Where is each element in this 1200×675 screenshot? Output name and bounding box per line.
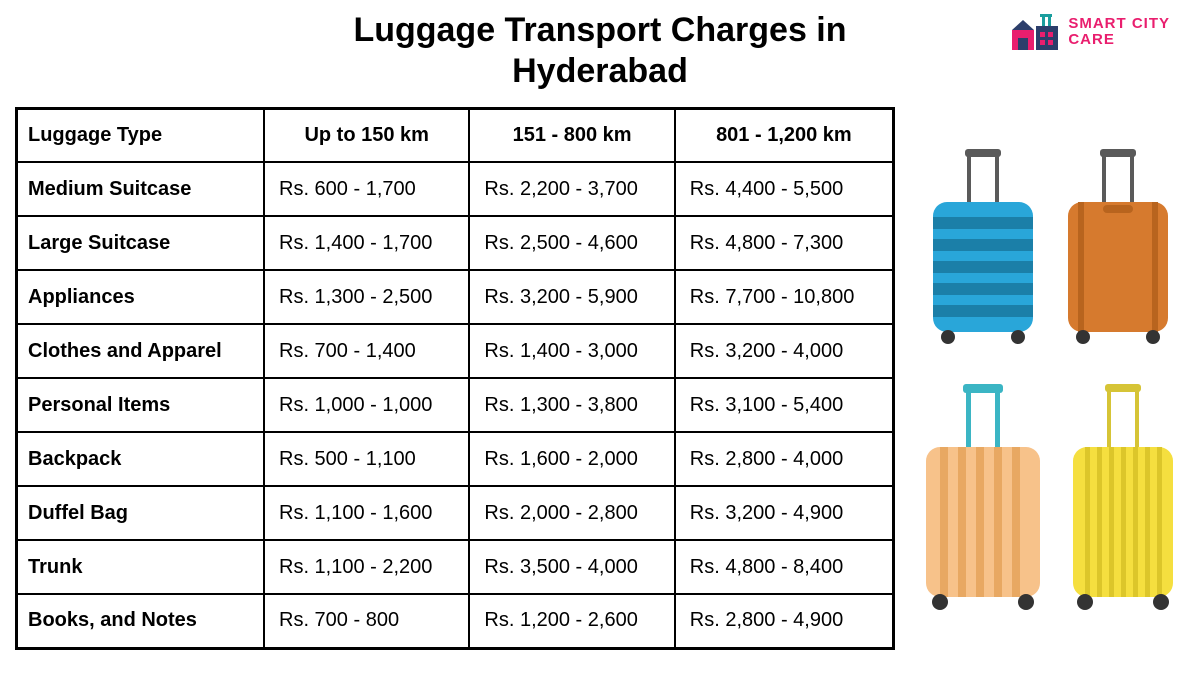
price-cell: Rs. 3,200 - 5,900	[469, 270, 674, 324]
luggage-type-cell: Books, and Notes	[17, 594, 265, 648]
table-row: Clothes and ApparelRs. 700 - 1,400Rs. 1,…	[17, 324, 894, 378]
price-cell: Rs. 700 - 1,400	[264, 324, 469, 378]
luggage-type-cell: Clothes and Apparel	[17, 324, 265, 378]
table-row: Duffel BagRs. 1,100 - 1,600Rs. 2,000 - 2…	[17, 486, 894, 540]
luggage-type-cell: Large Suitcase	[17, 216, 265, 270]
price-cell: Rs. 1,000 - 1,000	[264, 378, 469, 432]
price-cell: Rs. 3,500 - 4,000	[469, 540, 674, 594]
logo-text-line-1: SMART CITY	[1068, 15, 1170, 32]
table-row: Large SuitcaseRs. 1,400 - 1,700Rs. 2,500…	[17, 216, 894, 270]
pricing-table-container: Luggage Type Up to 150 km 151 - 800 km 8…	[15, 107, 895, 650]
logo-house-icon	[1010, 12, 1060, 52]
price-cell: Rs. 4,800 - 7,300	[675, 216, 894, 270]
luggage-type-cell: Appliances	[17, 270, 265, 324]
table-header-row: Luggage Type Up to 150 km 151 - 800 km 8…	[17, 108, 894, 162]
table-row: Personal ItemsRs. 1,000 - 1,000Rs. 1,300…	[17, 378, 894, 432]
table-row: AppliancesRs. 1,300 - 2,500Rs. 3,200 - 5…	[17, 270, 894, 324]
price-cell: Rs. 1,400 - 3,000	[469, 324, 674, 378]
price-cell: Rs. 1,600 - 2,000	[469, 432, 674, 486]
luggage-row-bottom	[915, 382, 1185, 617]
title-line-2: Hyderabad	[512, 52, 688, 90]
table-row: Books, and NotesRs. 700 - 800Rs. 1,200 -…	[17, 594, 894, 648]
price-cell: Rs. 500 - 1,100	[264, 432, 469, 486]
main-content: Luggage Type Up to 150 km 151 - 800 km 8…	[0, 107, 1200, 650]
price-cell: Rs. 1,300 - 2,500	[264, 270, 469, 324]
price-cell: Rs. 4,800 - 8,400	[675, 540, 894, 594]
price-cell: Rs. 700 - 800	[264, 594, 469, 648]
orange-suitcase-bottom-icon	[918, 382, 1048, 617]
table-row: TrunkRs. 1,100 - 2,200Rs. 3,500 - 4,000R…	[17, 540, 894, 594]
table-row: BackpackRs. 500 - 1,100Rs. 1,600 - 2,000…	[17, 432, 894, 486]
luggage-type-cell: Backpack	[17, 432, 265, 486]
luggage-type-cell: Trunk	[17, 540, 265, 594]
logo-text-line-2: CARE	[1068, 31, 1115, 48]
price-cell: Rs. 3,200 - 4,000	[675, 324, 894, 378]
price-cell: Rs. 2,800 - 4,000	[675, 432, 894, 486]
logo-text: SMART CITY CARE	[1068, 16, 1170, 49]
luggage-row-top	[915, 147, 1185, 352]
pricing-table: Luggage Type Up to 150 km 151 - 800 km 8…	[15, 107, 895, 650]
price-cell: Rs. 1,400 - 1,700	[264, 216, 469, 270]
col-upto-150km: Up to 150 km	[264, 108, 469, 162]
title-line-1: Luggage Transport Charges in	[353, 11, 846, 49]
price-cell: Rs. 2,200 - 3,700	[469, 162, 674, 216]
price-cell: Rs. 1,200 - 2,600	[469, 594, 674, 648]
luggage-type-cell: Duffel Bag	[17, 486, 265, 540]
yellow-suitcase-icon	[1063, 382, 1183, 617]
price-cell: Rs. 1,100 - 1,600	[264, 486, 469, 540]
luggage-illustrations	[895, 107, 1185, 650]
orange-suitcase-top-icon	[1058, 147, 1178, 352]
price-cell: Rs. 1,300 - 3,800	[469, 378, 674, 432]
price-cell: Rs. 2,000 - 2,800	[469, 486, 674, 540]
col-801-1200km: 801 - 1,200 km	[675, 108, 894, 162]
col-151-800km: 151 - 800 km	[469, 108, 674, 162]
price-cell: Rs. 7,700 - 10,800	[675, 270, 894, 324]
blue-suitcase-icon	[923, 147, 1043, 352]
price-cell: Rs. 600 - 1,700	[264, 162, 469, 216]
brand-logo: SMART CITY CARE	[1010, 12, 1170, 52]
table-row: Medium SuitcaseRs. 600 - 1,700Rs. 2,200 …	[17, 162, 894, 216]
luggage-type-cell: Personal Items	[17, 378, 265, 432]
price-cell: Rs. 4,400 - 5,500	[675, 162, 894, 216]
col-luggage-type: Luggage Type	[17, 108, 265, 162]
price-cell: Rs. 3,100 - 5,400	[675, 378, 894, 432]
price-cell: Rs. 2,800 - 4,900	[675, 594, 894, 648]
price-cell: Rs. 1,100 - 2,200	[264, 540, 469, 594]
price-cell: Rs. 2,500 - 4,600	[469, 216, 674, 270]
price-cell: Rs. 3,200 - 4,900	[675, 486, 894, 540]
luggage-type-cell: Medium Suitcase	[17, 162, 265, 216]
